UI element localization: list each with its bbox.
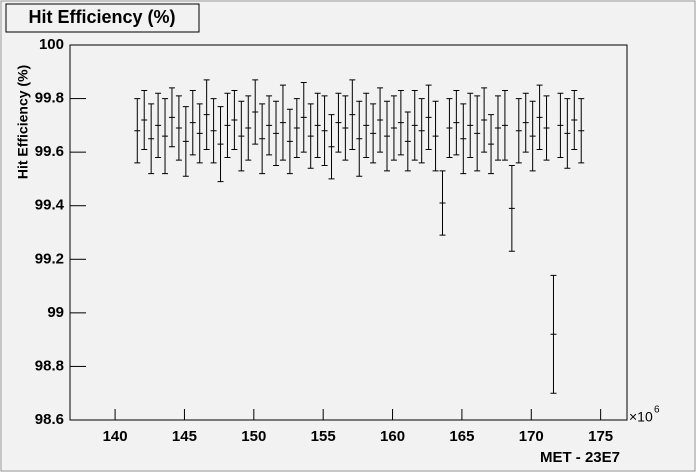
error-bar [390, 95, 397, 161]
error-bar [196, 103, 203, 164]
error-bar [397, 90, 404, 156]
error-bar [550, 274, 557, 394]
error-bar [189, 90, 196, 156]
x-tick-label: 175 [588, 428, 613, 445]
x-exponent: ×10 [629, 409, 653, 425]
error-bar [425, 84, 432, 150]
y-tick-label: 99.2 [35, 250, 64, 267]
error-bar [349, 79, 356, 150]
error-bar [286, 108, 293, 175]
error-bar [370, 103, 377, 164]
error-bar [259, 103, 266, 175]
error-bar [578, 98, 585, 164]
error-bar [363, 92, 370, 158]
error-bar [515, 98, 522, 164]
x-tick-label: 150 [241, 428, 266, 445]
error-bar [411, 90, 418, 161]
error-bar [543, 95, 550, 161]
error-bar [356, 100, 363, 177]
error-bar [245, 95, 252, 161]
error-bar [224, 92, 231, 158]
error-bar [481, 87, 488, 153]
error-bar [203, 79, 210, 150]
error-bar [536, 84, 543, 150]
title-box [5, 3, 200, 33]
error-bar [231, 90, 238, 150]
error-bar [488, 114, 495, 175]
error-bar [300, 82, 307, 153]
error-bar [155, 92, 162, 158]
error-bar [266, 95, 273, 156]
error-bar [460, 103, 467, 175]
error-bar [508, 165, 515, 252]
error-bar [182, 106, 189, 177]
x-tick-label: 140 [103, 428, 128, 445]
y-tick-label: 99 [47, 304, 64, 321]
error-bar [501, 90, 508, 161]
error-bar [321, 95, 328, 167]
error-bar [383, 100, 390, 172]
error-bar [273, 100, 280, 167]
y-tick-label: 100 [39, 36, 64, 53]
error-bar [162, 98, 169, 175]
error-bar [217, 106, 224, 183]
x-exponent-power: 6 [654, 405, 660, 416]
error-bar [418, 98, 425, 164]
y-tick-label: 99.4 [35, 197, 65, 214]
error-bar [141, 90, 148, 150]
frame [69, 44, 628, 421]
error-bar [571, 90, 578, 150]
error-bar [522, 92, 529, 153]
y-tick-label: 99.8 [35, 90, 64, 107]
x-tick-label: 160 [380, 428, 405, 445]
error-bar [564, 98, 571, 169]
y-tick-label: 99.6 [35, 143, 64, 160]
y-tick-label: 98.8 [35, 357, 64, 374]
error-bar [328, 114, 335, 180]
error-bar [377, 87, 384, 153]
error-bar [467, 92, 474, 158]
error-bar [238, 100, 245, 172]
error-bar [432, 100, 439, 172]
error-bar [134, 98, 141, 164]
error-bar [453, 90, 460, 156]
error-bar [335, 92, 342, 153]
error-bar [293, 98, 300, 158]
chart-title: Hit Efficiency (%) [28, 7, 175, 27]
error-bar [474, 95, 481, 172]
error-bar [314, 92, 321, 158]
error-bar [342, 95, 349, 161]
error-bar [307, 103, 314, 169]
y-axis-title: Hit Efficiency (%) [15, 65, 31, 179]
error-bar [210, 98, 217, 164]
error-bar [439, 170, 446, 236]
error-bar [529, 100, 536, 172]
x-tick-label: 165 [449, 428, 474, 445]
x-tick-label: 145 [172, 428, 197, 445]
y-tick-label: 98.6 [35, 411, 64, 428]
x-axis-title: MET - 23E7 [540, 449, 620, 466]
error-bar [148, 103, 155, 175]
error-bar [279, 84, 286, 161]
x-tick-label: 155 [311, 428, 336, 445]
error-bar [557, 92, 564, 158]
x-tick-label: 170 [519, 428, 544, 445]
error-bar [252, 79, 259, 145]
error-bar [494, 95, 501, 161]
error-bar [168, 87, 175, 148]
error-bar [404, 111, 411, 172]
error-bar [446, 98, 453, 158]
error-bar [175, 95, 182, 161]
